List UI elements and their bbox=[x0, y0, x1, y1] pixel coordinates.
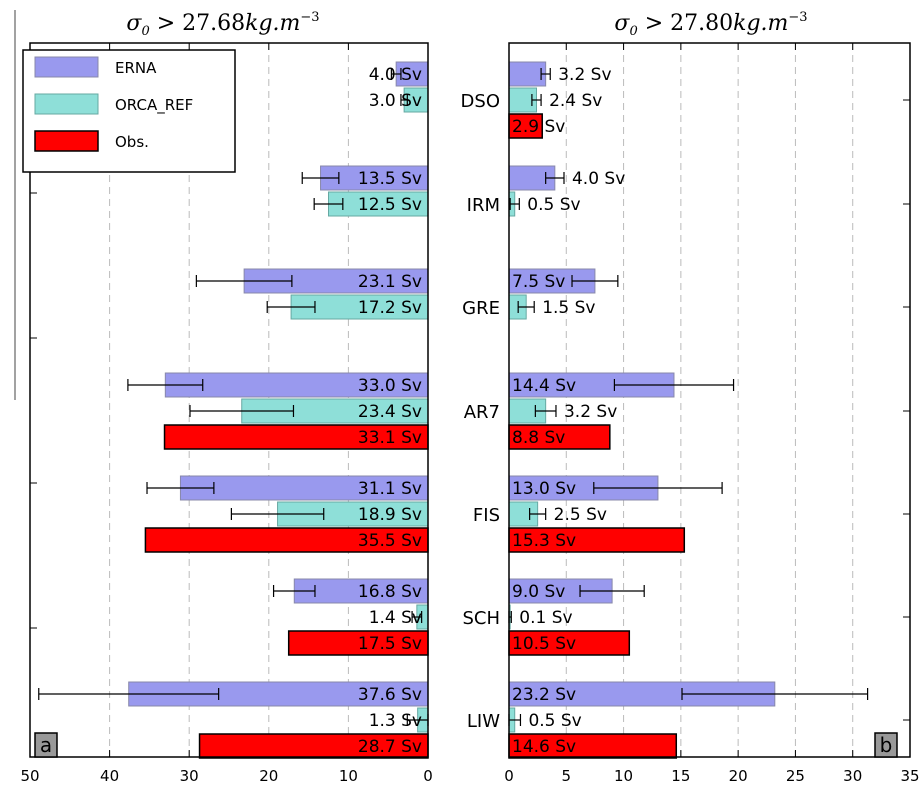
plot-frame bbox=[29, 42, 429, 758]
value-label: 4.0 Sv bbox=[572, 169, 625, 189]
x-tick-label: 50 bbox=[20, 767, 39, 785]
value-label: 14.6 Sv bbox=[512, 737, 576, 757]
value-label: 13.0 Sv bbox=[512, 479, 576, 499]
value-label: 10.5 Sv bbox=[512, 634, 576, 654]
value-label: 35.5 Sv bbox=[358, 531, 422, 551]
category-label: FIS bbox=[473, 505, 500, 526]
value-label: 12.5 Sv bbox=[358, 195, 422, 215]
x-tick-label: 20 bbox=[259, 767, 278, 785]
category-labels: DSO IRM GRE AR7 FIS SCH LIW bbox=[461, 91, 501, 732]
x-tick-label: 40 bbox=[100, 767, 119, 785]
panel-label: a bbox=[40, 733, 52, 757]
category-label: LIW bbox=[467, 711, 500, 732]
value-label: 23.2 Sv bbox=[512, 685, 576, 705]
x-tick-label: 25 bbox=[786, 767, 805, 785]
legend: ERNA ORCA_REF Obs. bbox=[22, 49, 236, 173]
bar-obs bbox=[508, 424, 611, 450]
panel-label-box bbox=[34, 732, 58, 758]
value-label: 1.5 Sv bbox=[542, 298, 595, 318]
value-label: 17.2 Sv bbox=[358, 298, 422, 318]
panel-label-box bbox=[874, 732, 898, 758]
value-label: 1.3 Sv bbox=[369, 711, 422, 731]
value-label: 37.6 Sv bbox=[358, 685, 422, 705]
x-tick-label: 10 bbox=[339, 767, 358, 785]
value-label: 2.4 Sv bbox=[549, 91, 602, 111]
legend-swatch bbox=[34, 130, 99, 152]
value-label: 2.5 Sv bbox=[554, 505, 607, 525]
category-label: GRE bbox=[462, 298, 500, 319]
legend-swatch bbox=[34, 56, 99, 78]
x-tick-label: 30 bbox=[180, 767, 199, 785]
bar-orcaref bbox=[328, 191, 429, 217]
value-label: 4.0 Sv bbox=[369, 65, 422, 85]
x-tick-label: 0 bbox=[423, 767, 433, 785]
legend-label: ORCA_REF bbox=[115, 96, 193, 115]
value-label: 0.5 Sv bbox=[528, 711, 581, 731]
x-tick-label: 10 bbox=[614, 767, 633, 785]
value-label: 18.9 Sv bbox=[358, 505, 422, 525]
category-label: DSO bbox=[461, 91, 500, 112]
value-label: 33.0 Sv bbox=[358, 376, 422, 396]
category-label: SCH bbox=[462, 608, 500, 629]
x-tick-label: 20 bbox=[729, 767, 748, 785]
x-tick-label: 15 bbox=[671, 767, 690, 785]
value-label: 7.5 Sv bbox=[512, 272, 565, 292]
x-tick-label: 30 bbox=[843, 767, 862, 785]
value-label: 2.9 Sv bbox=[512, 117, 565, 137]
x-tick-label: 35 bbox=[900, 767, 919, 785]
plot-frame bbox=[508, 42, 911, 758]
bar-erna bbox=[508, 61, 547, 87]
value-label: 17.5 Sv bbox=[358, 634, 422, 654]
panel-b-title: σ0 > 27.80kg.m−3 bbox=[614, 10, 807, 39]
value-label: 3.0 Sv bbox=[369, 91, 422, 111]
value-label: 23.4 Sv bbox=[358, 402, 422, 422]
bar-obs bbox=[144, 527, 429, 553]
value-label: 33.1 Sv bbox=[358, 428, 422, 448]
x-tick-label: 0 bbox=[504, 767, 514, 785]
value-label: 31.1 Sv bbox=[358, 479, 422, 499]
category-label: IRM bbox=[467, 195, 500, 216]
value-label: 16.8 Sv bbox=[358, 582, 422, 602]
bar-obs bbox=[287, 630, 429, 656]
bar-obs bbox=[163, 424, 429, 450]
x-tick-label: 5 bbox=[562, 767, 572, 785]
panel-b: 0 5 10 15 20 25 30 35 3.2 Sv 4.0 Sv 7.5 Sv 14.4 Sv 1… bbox=[504, 42, 920, 785]
value-label: 0.1 Sv bbox=[519, 608, 572, 628]
legend-label: ERNA bbox=[115, 59, 157, 77]
value-label: 15.3 Sv bbox=[512, 531, 576, 551]
legend-swatch bbox=[34, 93, 99, 115]
panel-a-title: σ0 > 27.68kg.m−3 bbox=[126, 10, 319, 39]
value-label: 23.1 Sv bbox=[358, 272, 422, 292]
legend-label: Obs. bbox=[115, 133, 149, 151]
bar-erna bbox=[293, 578, 429, 604]
value-label: 14.4 Sv bbox=[512, 376, 576, 396]
panel-label: b bbox=[880, 733, 893, 757]
value-label: 1.4 Sv bbox=[369, 608, 422, 628]
bar-obs bbox=[508, 733, 678, 759]
category-label: AR7 bbox=[464, 402, 500, 423]
value-label: 8.8 Sv bbox=[512, 428, 565, 448]
value-label: 28.7 Sv bbox=[358, 737, 422, 757]
bar-obs bbox=[508, 630, 631, 656]
value-label: 3.2 Sv bbox=[564, 402, 617, 422]
bar-erna bbox=[179, 475, 429, 501]
value-label: 9.0 Sv bbox=[512, 582, 565, 602]
value-label: 0.5 Sv bbox=[527, 195, 580, 215]
value-label: 13.5 Sv bbox=[358, 169, 422, 189]
value-label: 3.2 Sv bbox=[558, 65, 611, 85]
